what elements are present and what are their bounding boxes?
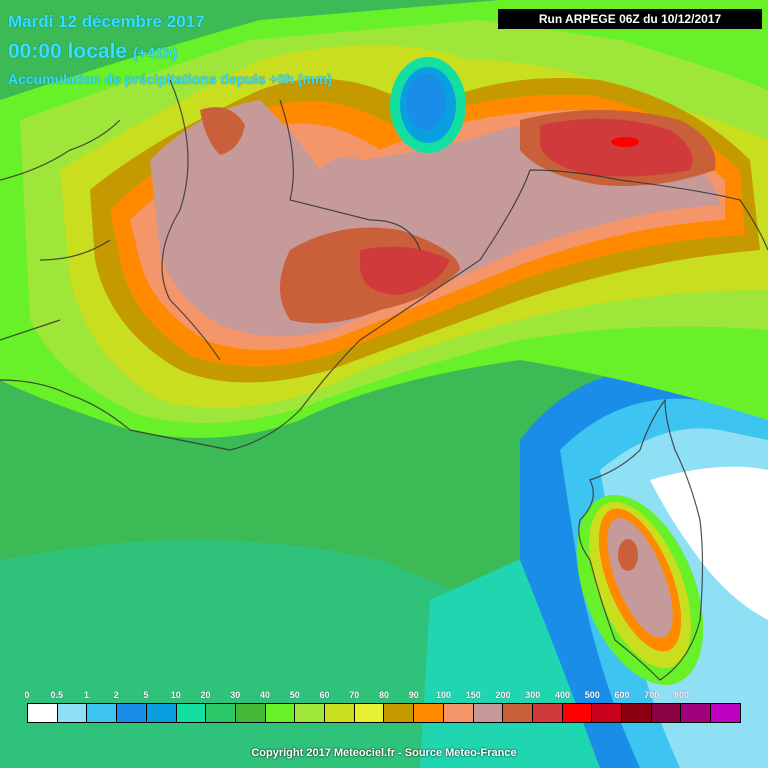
legend-label: 200: [495, 690, 511, 700]
legend-swatch: [117, 704, 147, 722]
legend-swatch: [354, 704, 385, 722]
forecast-time: 00:00 locale (+41h): [8, 40, 178, 64]
legend-swatch: [325, 704, 355, 722]
legend-labels: 0 0.5 1 2 5 10 20 30 40 50 60 70 80 90 100 150 200 300 400…: [24, 690, 741, 702]
legend-swatch: [414, 704, 444, 722]
legend-swatch: [57, 704, 88, 722]
legend-label: 50: [289, 690, 300, 700]
legend-label: 500: [584, 690, 600, 700]
legend-swatch: [532, 704, 563, 722]
legend-label: 800: [673, 690, 690, 700]
forecast-date: Mardi 12 décembre 2017: [8, 12, 205, 31]
legend-color-bar: [27, 703, 741, 723]
legend-swatch: [28, 704, 58, 722]
run-label: Run ARPEGE 06Z du 10/12/2017: [498, 9, 762, 29]
legend-label: 400: [554, 690, 571, 700]
legend-swatch: [681, 704, 712, 722]
legend-swatch: [562, 704, 593, 722]
legend-label: 600: [614, 690, 630, 700]
legend-label: 150: [465, 690, 481, 700]
legend-swatch: [651, 704, 682, 722]
legend-label: 700: [644, 690, 660, 700]
legend-label: 40: [259, 690, 271, 700]
legend-swatch: [295, 704, 326, 722]
legend-label: 30: [230, 690, 241, 700]
legend-swatch: [87, 704, 118, 722]
legend-label: 70: [349, 690, 360, 700]
legend-label: 10: [170, 690, 181, 700]
forecast-lead: (+41h): [132, 45, 178, 62]
legend-swatch: [443, 704, 474, 722]
product-title: Accumulation de précipitations depuis +0…: [8, 71, 332, 87]
legend-label: 300: [525, 690, 541, 700]
legend-swatch: [592, 704, 623, 722]
legend-label: 0: [24, 690, 30, 700]
legend-label: 5: [143, 690, 149, 700]
legend-label: 90: [408, 690, 419, 700]
legend-swatch: [711, 704, 740, 722]
legend-swatch: [206, 704, 236, 722]
legend-label: 80: [378, 690, 390, 700]
legend-label: 0.5: [50, 690, 64, 700]
legend-label: 60: [319, 690, 330, 700]
legend-label: 100: [435, 690, 452, 700]
legend-swatch: [176, 704, 207, 722]
legend-swatch: [473, 704, 504, 722]
legend-label: 1: [83, 690, 90, 700]
forecast-time-value: 00:00 locale: [8, 40, 128, 63]
copyright: Copyright 2017 Meteociel.fr - Source Met…: [251, 747, 517, 759]
legend-swatch: [503, 704, 533, 722]
legend-label: 20: [200, 690, 211, 700]
legend-swatch: [384, 704, 415, 722]
legend-label: 2: [113, 690, 119, 700]
legend-swatch: [265, 704, 296, 722]
legend-swatch: [146, 704, 177, 722]
legend-swatch: [235, 704, 266, 722]
legend-swatch: [622, 704, 652, 722]
